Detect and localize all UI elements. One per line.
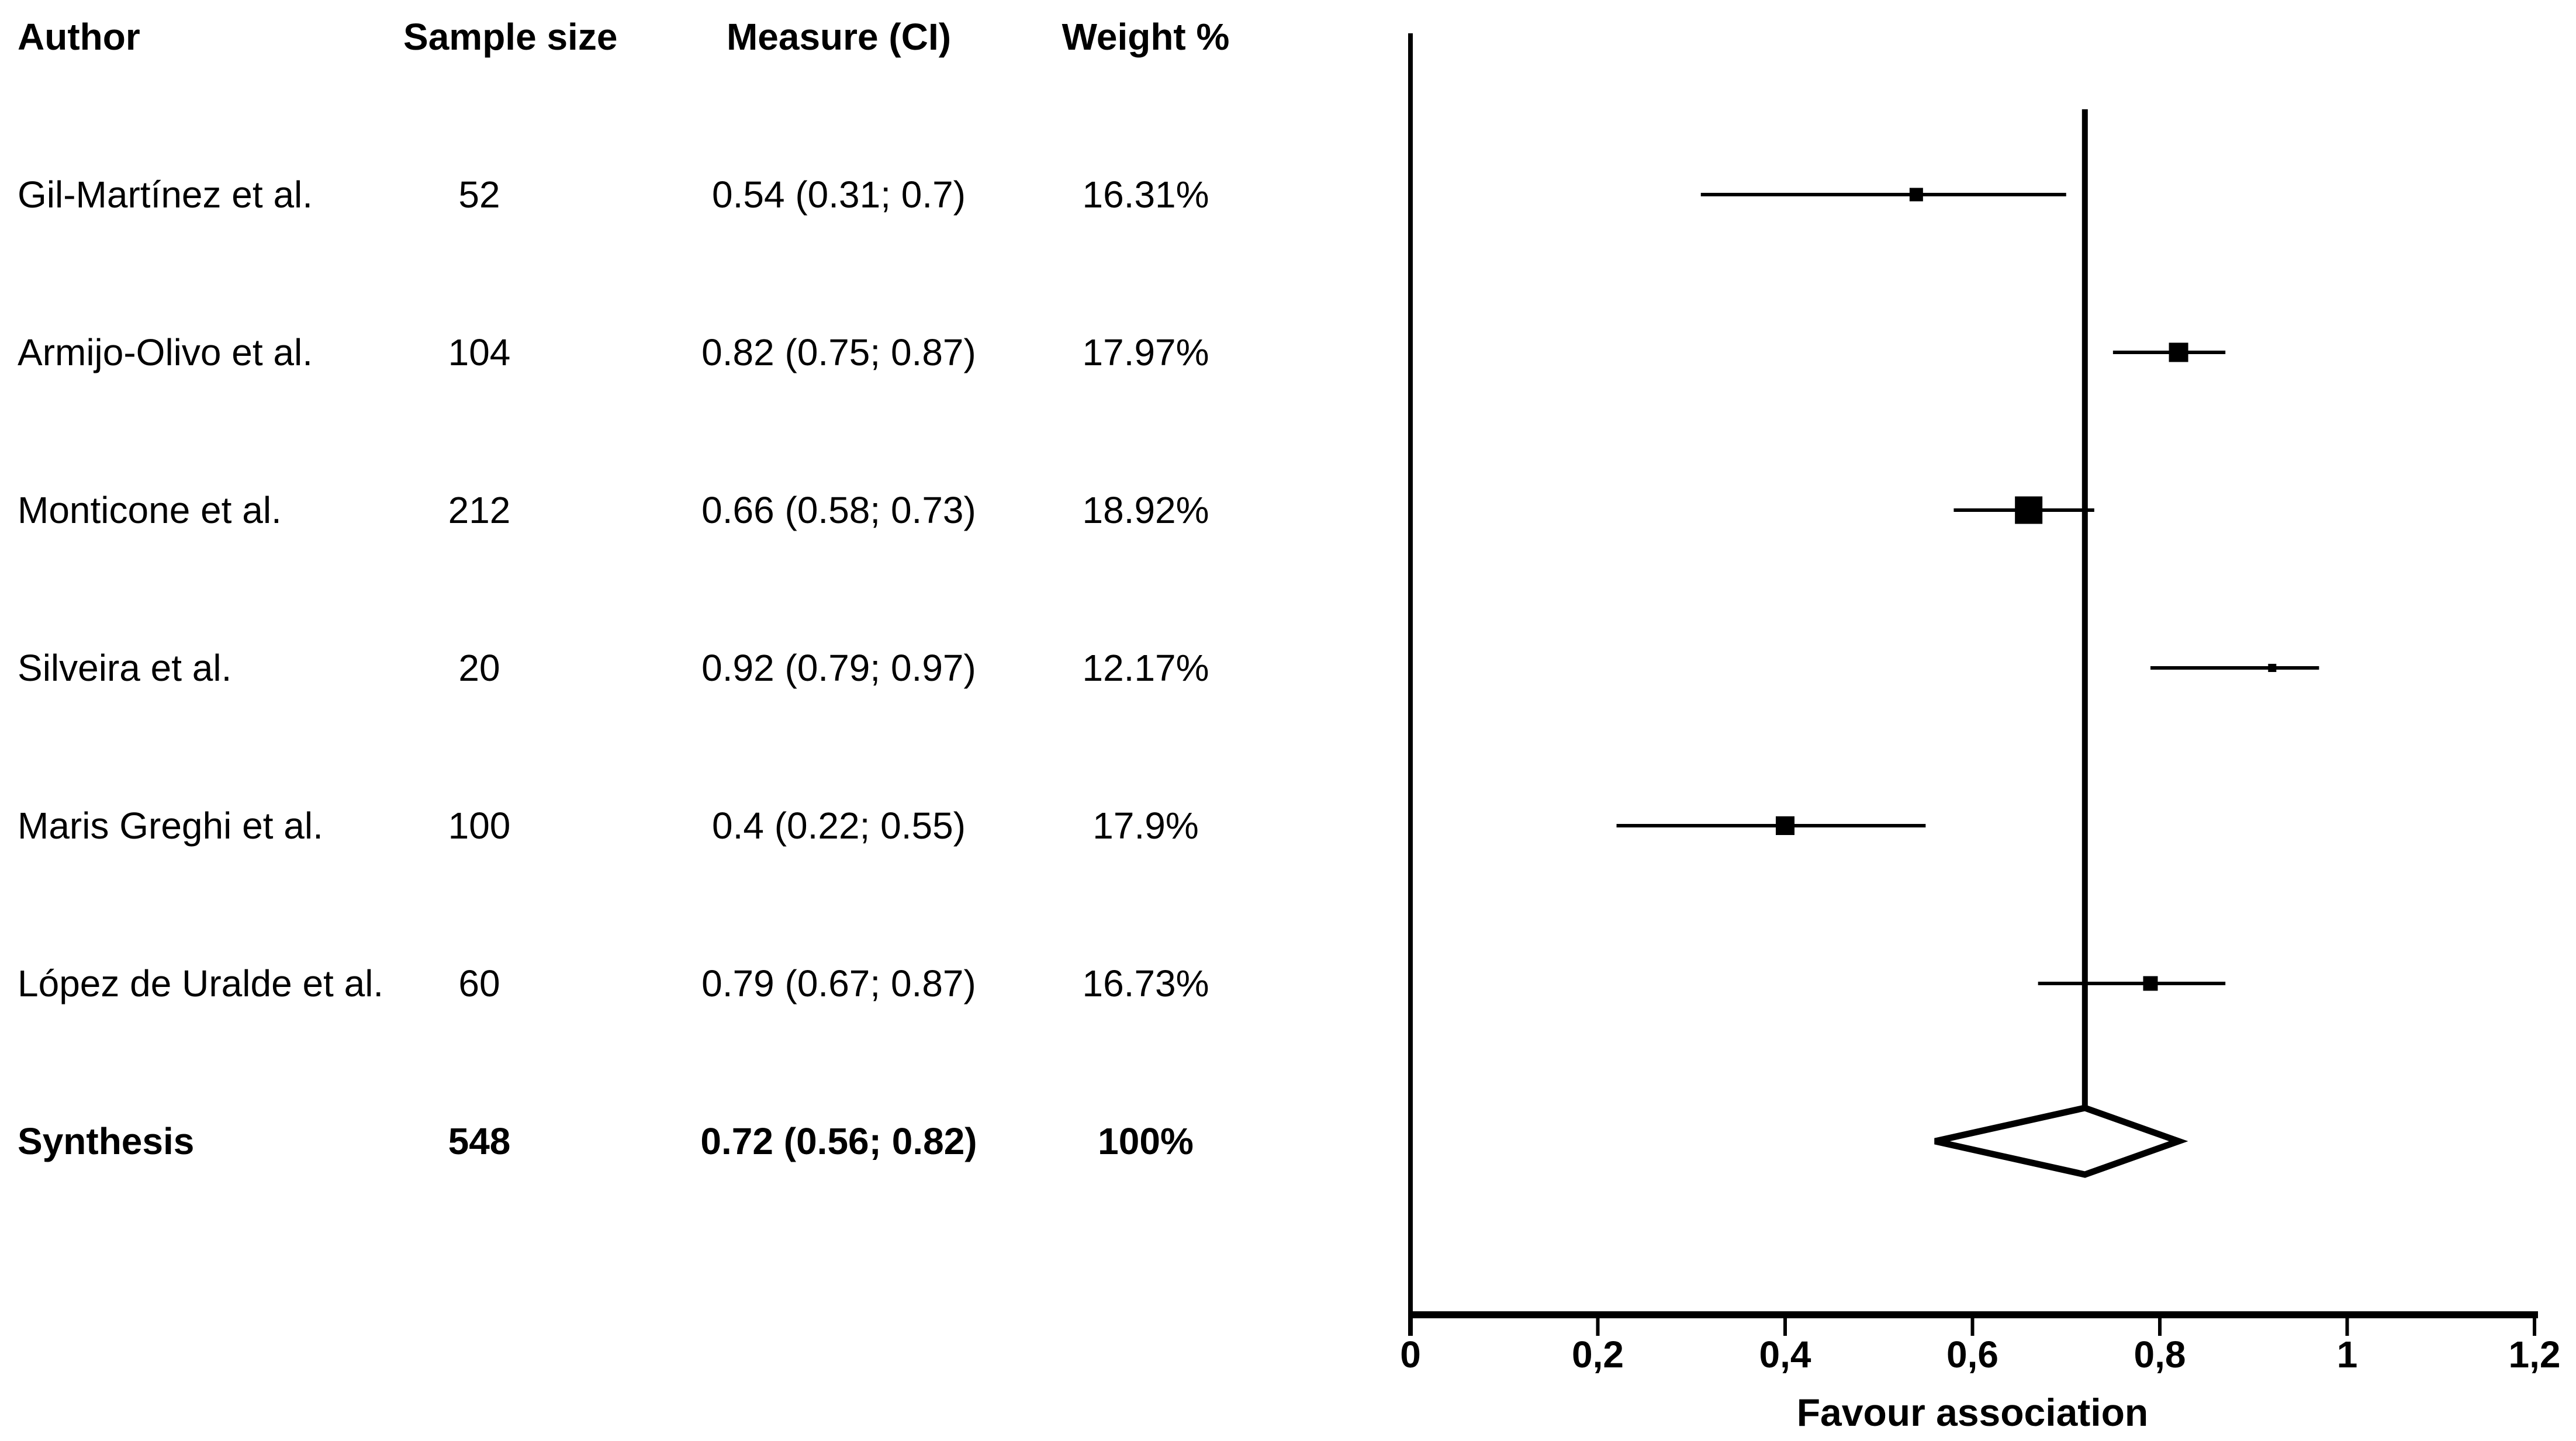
measure-ci-cell: 0.54 (0.31; 0.7) bbox=[711, 174, 966, 216]
weight-cell: 17.9% bbox=[1092, 805, 1199, 847]
sample-size-cell: 100 bbox=[448, 805, 511, 847]
effect-marker bbox=[2268, 664, 2277, 672]
sample-size-cell: 52 bbox=[458, 174, 500, 216]
measure-ci-cell: 0.72 (0.56; 0.82) bbox=[700, 1120, 977, 1162]
author-cell: Silveira et al. bbox=[18, 647, 232, 689]
sample-size-cell: 548 bbox=[448, 1120, 511, 1162]
measure-ci-cell: 0.4 (0.22; 0.55) bbox=[711, 805, 966, 847]
x-tick-label: 0,4 bbox=[1759, 1333, 1811, 1376]
weight-cell: 12.17% bbox=[1082, 647, 1209, 689]
effect-marker bbox=[1776, 816, 1794, 835]
x-tick-label: 1 bbox=[2337, 1333, 2358, 1376]
author-cell: López de Uralde et al. bbox=[18, 962, 384, 1004]
sample-size-cell: 20 bbox=[458, 647, 500, 689]
synthesis-row: Synthesis 548 0.72 (0.56; 0.82) 100% bbox=[0, 1112, 1374, 1170]
header-author: Author bbox=[18, 16, 140, 58]
header-measure-ci: Measure (CI) bbox=[726, 16, 952, 58]
x-tick-label: 1,2 bbox=[2509, 1333, 2561, 1376]
weight-cell: 18.92% bbox=[1082, 489, 1209, 531]
author-cell: Gil-Martínez et al. bbox=[18, 174, 313, 216]
author-cell: Monticone et al. bbox=[18, 489, 282, 531]
summary-diamond bbox=[1934, 1104, 2188, 1178]
author-cell: Synthesis bbox=[18, 1120, 195, 1162]
x-axis-label: Favour association bbox=[1797, 1391, 2149, 1434]
weight-cell: 100% bbox=[1098, 1120, 1194, 1162]
weight-cell: 16.31% bbox=[1082, 174, 1209, 216]
table-row: Gil-Martínez et al. 52 0.54 (0.31; 0.7) … bbox=[0, 165, 1374, 224]
sample-size-cell: 104 bbox=[448, 331, 511, 373]
table-row: Monticone et al. 212 0.66 (0.58; 0.73) 1… bbox=[0, 481, 1374, 539]
x-tick-label: 0,8 bbox=[2134, 1333, 2186, 1376]
table-header-row: Author Sample size Measure (CI) Weight % bbox=[0, 8, 1374, 66]
sample-size-cell: 212 bbox=[448, 489, 511, 531]
x-tick-label: 0,6 bbox=[1946, 1333, 1998, 1376]
x-tick-label: 0 bbox=[1400, 1333, 1421, 1376]
measure-ci-cell: 0.92 (0.79; 0.97) bbox=[701, 647, 976, 689]
weight-cell: 16.73% bbox=[1082, 962, 1209, 1004]
effect-marker bbox=[2169, 342, 2188, 362]
measure-ci-cell: 0.82 (0.75; 0.87) bbox=[701, 331, 976, 373]
table-row: López de Uralde et al. 60 0.79 (0.67; 0.… bbox=[0, 954, 1374, 1013]
table-row: Maris Greghi et al. 100 0.4 (0.22; 0.55)… bbox=[0, 796, 1374, 855]
table-row: Armijo-Olivo et al. 104 0.82 (0.75; 0.87… bbox=[0, 323, 1374, 382]
effect-marker bbox=[2015, 496, 2043, 524]
sample-size-cell: 60 bbox=[458, 962, 500, 1004]
x-tick-label: 0,2 bbox=[1572, 1333, 1624, 1376]
effect-marker bbox=[2143, 976, 2158, 991]
author-cell: Maris Greghi et al. bbox=[18, 805, 323, 847]
table-row: Silveira et al. 20 0.92 (0.79; 0.97) 12.… bbox=[0, 639, 1374, 697]
header-weight: Weight % bbox=[1061, 16, 1230, 58]
author-cell: Armijo-Olivo et al. bbox=[18, 331, 313, 373]
weight-cell: 17.97% bbox=[1082, 331, 1209, 373]
measure-ci-cell: 0.66 (0.58; 0.73) bbox=[701, 489, 976, 531]
measure-ci-cell: 0.79 (0.67; 0.87) bbox=[701, 962, 976, 1004]
effect-marker bbox=[1909, 188, 1923, 202]
